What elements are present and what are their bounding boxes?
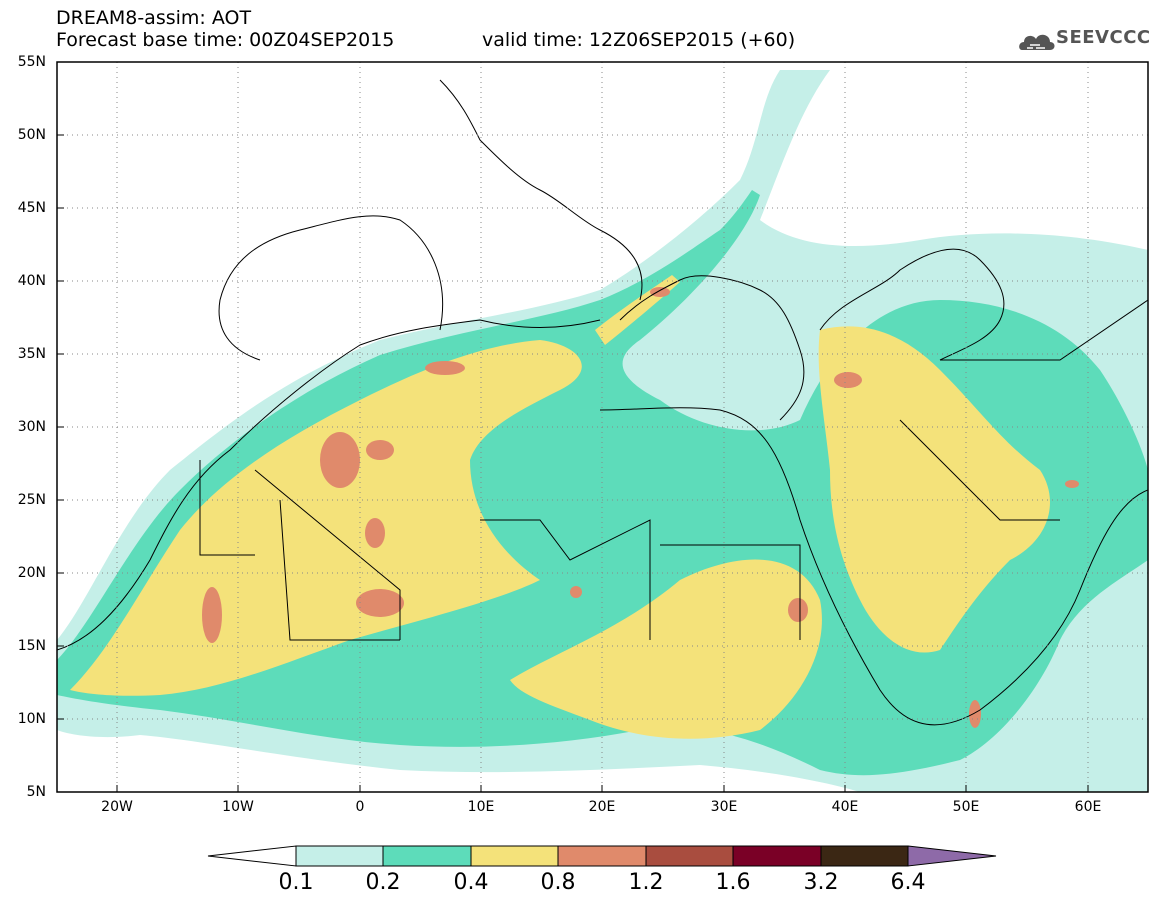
lat-label: 5N bbox=[26, 784, 46, 800]
lat-label: 35N bbox=[17, 346, 46, 362]
colorbar-swatch bbox=[557, 845, 647, 867]
logo-text: SEEVCCC bbox=[1056, 27, 1151, 48]
grid-lines bbox=[57, 62, 1148, 792]
colorbar-label: 1.2 bbox=[628, 870, 664, 895]
aot-hotspot bbox=[356, 589, 404, 617]
colorbar-label: 0.4 bbox=[453, 870, 489, 895]
lat-label: 55N bbox=[17, 54, 46, 70]
lon-label: 50E bbox=[952, 799, 980, 815]
colorbar-label: 1.6 bbox=[715, 870, 751, 895]
axis-ticks bbox=[57, 61, 1089, 793]
colorbar-swatch bbox=[295, 845, 384, 867]
aot-hotspot bbox=[366, 440, 394, 460]
colorbar-label: 0.8 bbox=[540, 870, 576, 895]
colorbar-label: 3.2 bbox=[803, 870, 839, 895]
lon-label: 30E bbox=[710, 799, 738, 815]
aot-hotspot bbox=[788, 598, 808, 622]
lon-label: 10W bbox=[222, 799, 254, 815]
colorbar-swatch bbox=[732, 845, 822, 867]
aot-hotspot bbox=[320, 432, 360, 488]
lon-label: 20E bbox=[588, 799, 616, 815]
lon-label: 0 bbox=[355, 799, 365, 815]
aot-hotspot bbox=[834, 372, 862, 388]
colorbar-arrow-low bbox=[207, 845, 297, 867]
aot-band-0.4-central bbox=[510, 559, 822, 739]
lat-label: 45N bbox=[17, 200, 46, 216]
lat-label: 50N bbox=[17, 127, 46, 143]
lat-label: 20N bbox=[17, 565, 46, 581]
colorbar-swatch bbox=[382, 845, 472, 867]
lat-label: 25N bbox=[17, 492, 46, 508]
aot-hotspot bbox=[202, 587, 222, 643]
aot-hotspot bbox=[650, 287, 670, 297]
map-title: DREAM8-assim: AOT bbox=[56, 7, 252, 29]
lat-label: 15N bbox=[17, 638, 46, 654]
aot-hotspot bbox=[425, 361, 465, 375]
aot-hotspot bbox=[570, 586, 582, 598]
colorbar-label: 0.2 bbox=[365, 870, 401, 895]
coastlines bbox=[57, 79, 1148, 726]
aot-hotspot bbox=[1065, 480, 1079, 488]
colorbar bbox=[207, 845, 997, 867]
colorbar-swatch bbox=[645, 845, 734, 867]
lon-label: 10E bbox=[467, 799, 495, 815]
lon-label: 60E bbox=[1074, 799, 1102, 815]
forecast-base-time: Forecast base time: 00Z04SEP2015 bbox=[56, 29, 395, 51]
aot-band-0.4-west bbox=[70, 340, 582, 696]
lat-label: 10N bbox=[17, 711, 46, 727]
lon-label: 20W bbox=[101, 799, 133, 815]
aot-hotspot bbox=[969, 700, 981, 728]
cloud-logo-icon bbox=[1019, 34, 1055, 50]
colorbar-label: 6.4 bbox=[890, 870, 926, 895]
lat-label: 30N bbox=[17, 419, 46, 435]
colorbar-swatch bbox=[470, 845, 559, 867]
aot-hotspot bbox=[365, 518, 385, 548]
colorbar-swatch bbox=[820, 845, 909, 867]
lat-label: 40N bbox=[17, 273, 46, 289]
valid-time: valid time: 12Z06SEP2015 (+60) bbox=[482, 29, 796, 51]
aot-band-0.4-east bbox=[818, 326, 1050, 653]
colorbar-arrow-high bbox=[907, 845, 997, 867]
colorbar-label: 0.1 bbox=[278, 870, 314, 895]
lon-label: 40E bbox=[831, 799, 859, 815]
